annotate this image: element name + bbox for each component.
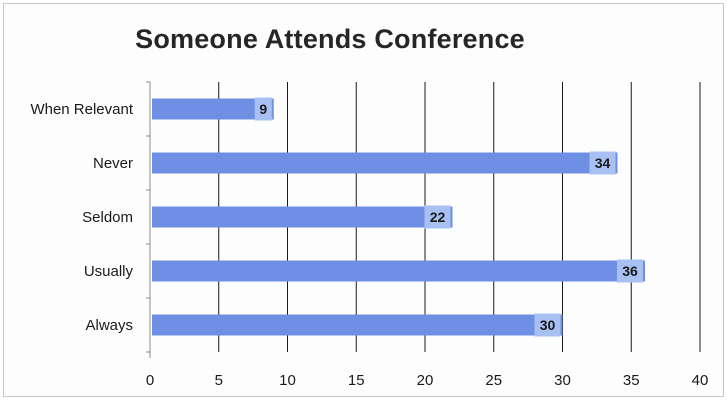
category-label: Seldom (82, 209, 133, 226)
category-label: Never (93, 155, 133, 172)
bar (152, 260, 645, 282)
bar (152, 314, 563, 336)
x-tick-label: 30 (554, 372, 571, 389)
data-label: 9 (259, 101, 267, 117)
category-label: Always (85, 317, 133, 334)
data-label-box (589, 151, 616, 175)
x-tick-label: 0 (146, 372, 154, 389)
data-label: 36 (622, 263, 638, 279)
bar (152, 206, 453, 228)
x-tick-label: 25 (485, 372, 502, 389)
x-tick-label: 10 (279, 372, 296, 389)
data-label: 34 (595, 155, 611, 171)
x-tick-label: 35 (623, 372, 640, 389)
data-label: 30 (540, 317, 556, 333)
data-label-box (424, 205, 451, 229)
data-label: 22 (430, 209, 446, 225)
category-label: When Relevant (30, 101, 133, 118)
data-label-box (617, 259, 643, 283)
x-tick-label: 40 (692, 372, 709, 389)
x-tick-label: 20 (417, 372, 434, 389)
x-tick-label: 15 (348, 372, 365, 389)
category-label: Usually (84, 263, 134, 280)
bar (152, 152, 618, 174)
bar (152, 98, 274, 120)
chart-title: Someone Attends Conference (135, 24, 525, 54)
x-tick-label: 5 (215, 372, 223, 389)
data-label-box (254, 97, 272, 121)
data-label-box (534, 313, 561, 337)
